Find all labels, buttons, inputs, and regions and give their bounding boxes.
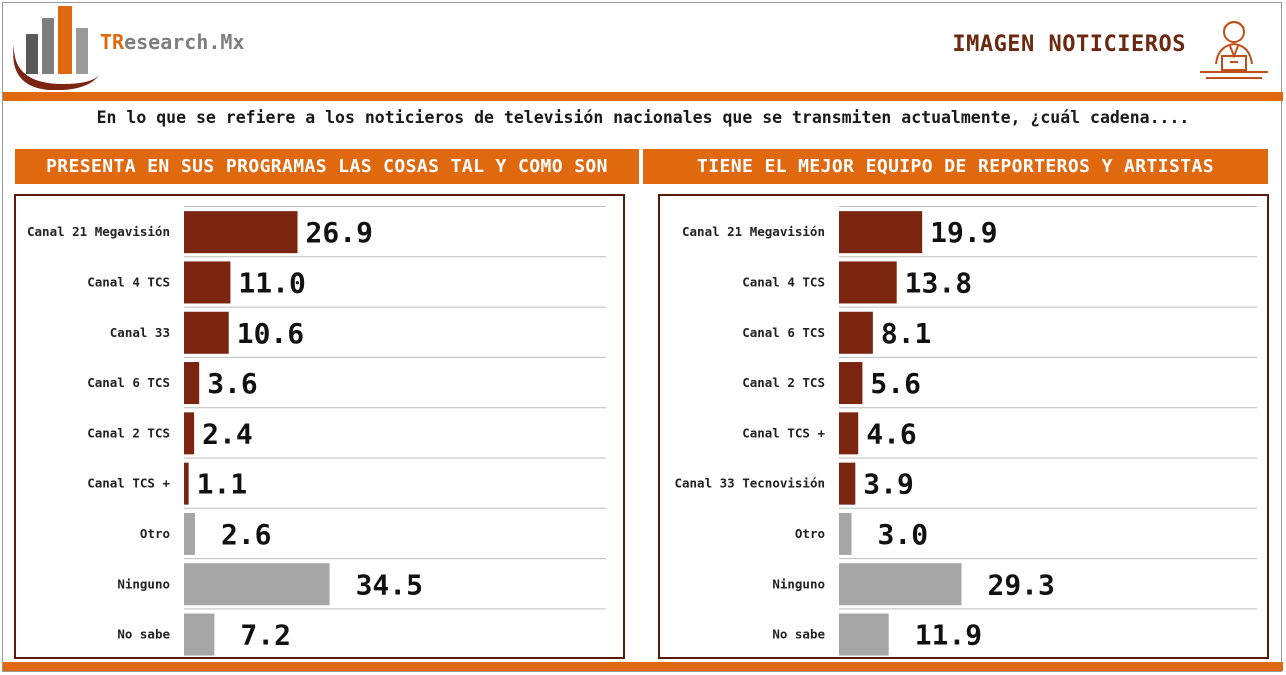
value-label: 13.8 (905, 266, 972, 299)
bar-0-2 (184, 311, 229, 354)
bar-1-3 (839, 362, 863, 405)
header-divider (3, 92, 1283, 101)
news-anchor-icon (1200, 21, 1268, 79)
page-title: IMAGEN NOTICIEROS (952, 32, 1186, 57)
bar-1-2 (839, 311, 873, 354)
brand-name: TResearch.Mx (100, 30, 245, 54)
bar-chart-logo-icon (13, 6, 100, 90)
category-label: No sabe (772, 627, 825, 642)
value-label: 11.0 (238, 266, 305, 299)
value-label: 2.6 (221, 518, 272, 551)
bar-0-8 (184, 613, 215, 656)
value-label: 3.9 (863, 468, 914, 501)
value-label: 3.0 (878, 518, 929, 551)
category-label: Canal TCS + (742, 425, 825, 440)
category-label: Canal 4 TCS (87, 274, 170, 289)
value-label: 7.2 (240, 619, 291, 652)
category-label: Canal 6 TCS (87, 375, 170, 390)
category-label: Canal 6 TCS (742, 325, 825, 340)
category-label: Otro (795, 526, 825, 541)
bar-1-7 (839, 563, 962, 606)
bar-1-5 (839, 462, 856, 505)
value-label: 34.5 (356, 568, 423, 601)
category-label: Canal 33 (110, 325, 170, 340)
bar-0-0 (184, 211, 298, 254)
right-bar-chart: Canal 21 Megavisión 19.9 Canal 4 TCS 13.8 Ca… (674, 206, 1257, 656)
category-label: Canal 33 Tecnovisión (674, 476, 825, 491)
bar-0-7 (184, 563, 330, 606)
right-chart-title: TIENE EL MEJOR EQUIPO DE REPORTEROS Y AR… (643, 149, 1268, 184)
category-label: Ninguno (772, 576, 825, 591)
bar-1-6 (839, 512, 852, 555)
value-label: 11.9 (915, 619, 982, 652)
brand-prefix: TR (100, 30, 125, 54)
category-label: No sabe (117, 627, 170, 642)
bar-0-3 (184, 362, 200, 405)
category-label: Canal 2 TCS (87, 425, 170, 440)
brand-suffix: esearch.Mx (124, 30, 245, 54)
category-label: Canal 21 Megavisión (27, 224, 170, 239)
category-label: Canal 21 Megavisión (682, 224, 825, 239)
category-label: Ninguno (117, 576, 170, 591)
bar-1-8 (839, 613, 889, 656)
left-chart-title: PRESENTA EN SUS PROGRAMAS LAS COSAS TAL … (15, 149, 639, 184)
bar-0-6 (184, 512, 195, 555)
category-label: Otro (140, 526, 170, 541)
value-label: 2.4 (202, 417, 253, 450)
bar-0-5 (184, 462, 189, 505)
value-label: 10.6 (237, 317, 304, 350)
value-label: 5.6 (870, 367, 921, 400)
footer-divider (3, 662, 1283, 671)
value-label: 8.1 (881, 317, 932, 350)
left-bar-chart: Canal 21 Megavisión 26.9 Canal 4 TCS 11.0 Ca… (27, 206, 606, 656)
value-label: 3.6 (207, 367, 258, 400)
category-label: Canal TCS + (87, 476, 170, 491)
category-label: Canal 2 TCS (742, 375, 825, 390)
survey-question: En lo que se refiere a los noticieros de… (96, 108, 1190, 127)
value-label: 26.9 (306, 216, 373, 249)
value-label: 29.3 (987, 568, 1054, 601)
category-label: Canal 4 TCS (742, 274, 825, 289)
bar-1-1 (839, 261, 897, 304)
bar-1-0 (839, 211, 923, 254)
bar-0-4 (184, 412, 195, 455)
left-chart-panel: Canal 21 Megavisión 26.9 Canal 4 TCS 11.0 Ca… (14, 194, 625, 659)
right-chart-panel: Canal 21 Megavisión 19.9 Canal 4 TCS 13.8 Ca… (658, 194, 1269, 659)
bar-0-1 (184, 261, 231, 304)
value-label: 1.1 (197, 468, 248, 501)
value-label: 4.6 (866, 417, 917, 450)
bar-1-4 (839, 412, 859, 455)
value-label: 19.9 (930, 216, 997, 249)
